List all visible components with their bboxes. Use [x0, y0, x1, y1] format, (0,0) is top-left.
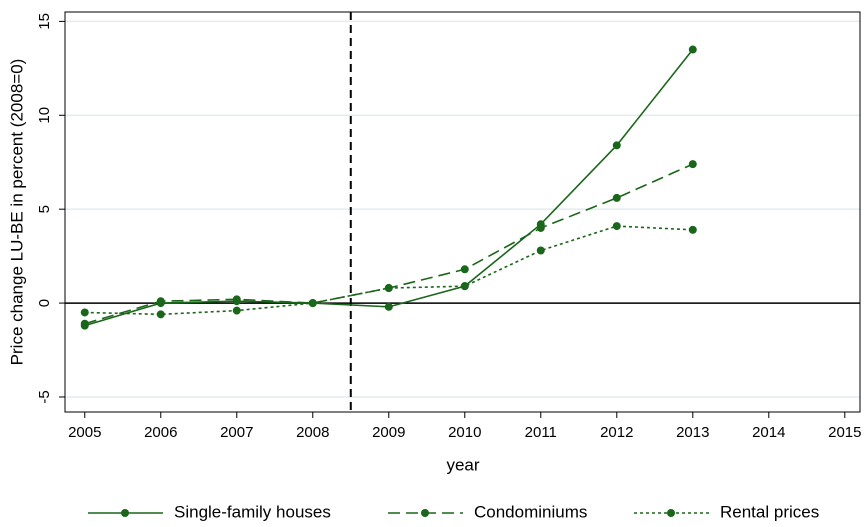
data-point — [156, 310, 165, 319]
data-point — [308, 299, 317, 308]
data-point — [80, 319, 89, 328]
plot-frame — [64, 11, 861, 413]
data-point — [688, 160, 697, 169]
x-tick-label: 2008 — [296, 424, 329, 441]
series-line — [84, 163, 694, 325]
data-point — [156, 297, 165, 306]
data-point — [232, 306, 241, 315]
legend-marker — [421, 509, 429, 517]
legend-marker — [121, 509, 129, 517]
x-tick-label: 2014 — [752, 424, 785, 441]
legend-label: Single-family houses — [174, 502, 331, 521]
legend-label: Condominiums — [474, 502, 587, 521]
y-tick-label: 15 — [36, 13, 53, 30]
x-tick-label: 2007 — [220, 424, 253, 441]
x-axis-title: year — [446, 455, 479, 474]
legend-marker — [667, 509, 675, 517]
x-tick-label: 2011 — [525, 424, 557, 441]
data-point — [612, 141, 621, 150]
data-point — [384, 284, 393, 293]
data-point — [536, 246, 545, 255]
y-tick-label: 5 — [36, 205, 53, 213]
x-tick-label: 2009 — [372, 424, 405, 441]
y-tick-label: 10 — [36, 107, 53, 124]
data-point — [80, 308, 89, 317]
x-tick-label: 2012 — [600, 424, 633, 441]
x-tick-label: 2013 — [676, 424, 709, 441]
data-point — [688, 45, 697, 54]
data-point — [460, 265, 469, 274]
x-tick-label: 2010 — [448, 424, 481, 441]
data-point — [688, 225, 697, 234]
data-point — [612, 222, 621, 231]
x-tick-label: 2005 — [68, 424, 101, 441]
legend-label: Rental prices — [720, 502, 819, 521]
x-tick-label: 2015 — [828, 424, 861, 441]
data-point — [384, 302, 393, 311]
data-point — [612, 193, 621, 202]
data-point — [232, 295, 241, 304]
y-axis-title: Price change LU-BE in percent (2008=0) — [7, 59, 26, 366]
data-point — [460, 282, 469, 291]
y-tick-label: -5 — [36, 390, 53, 403]
x-tick-label: 2006 — [144, 424, 177, 441]
data-point — [536, 223, 545, 232]
y-tick-label: 0 — [36, 299, 53, 307]
